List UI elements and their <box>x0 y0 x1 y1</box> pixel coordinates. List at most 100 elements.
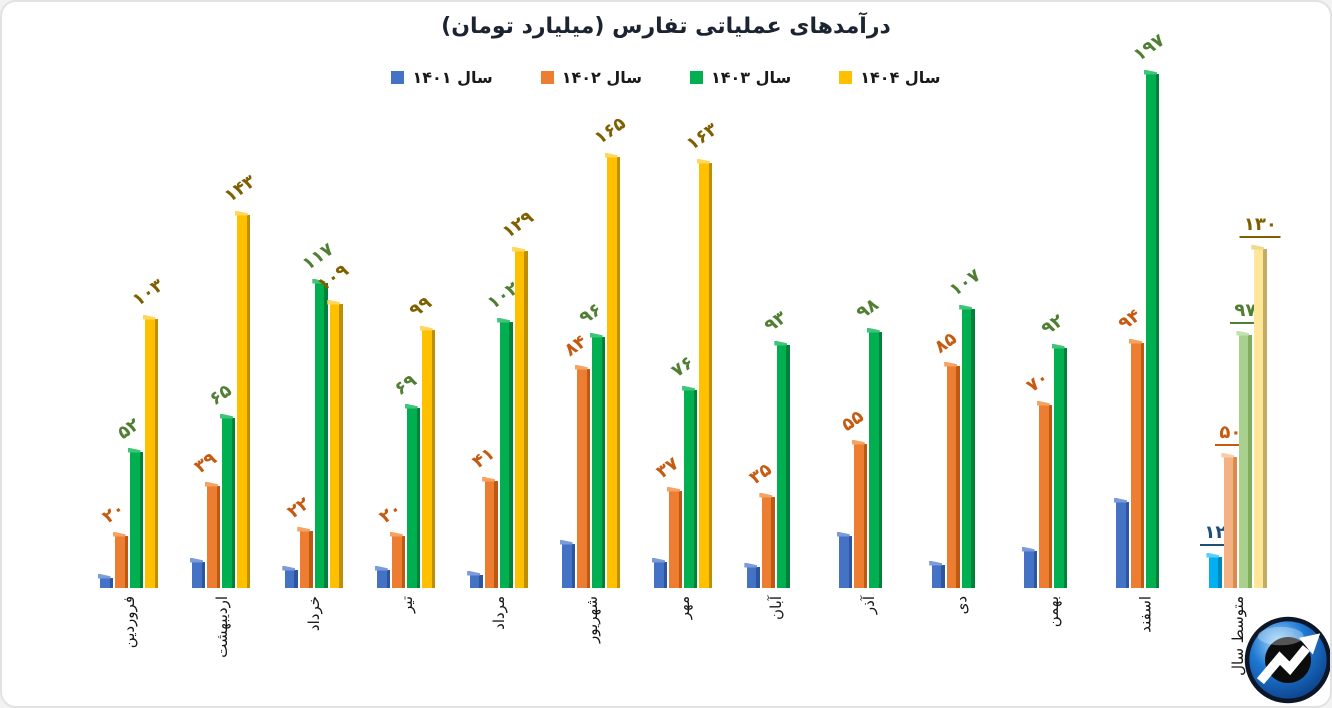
brand-logo <box>1244 616 1330 704</box>
bar: ۱۱۷ <box>298 239 337 588</box>
logo-arrowhead-icon <box>1299 633 1321 655</box>
bar <box>100 578 113 588</box>
legend-item: سال ۱۴۰۱ <box>391 68 493 87</box>
bar <box>839 536 853 588</box>
bar-slot: ۱۹۷ <box>1130 30 1169 588</box>
bar: ۱۳۰ <box>1239 216 1281 588</box>
bar: ۱۹۷ <box>1130 30 1169 588</box>
bar-group: ۱۲ ۵۰ ۹۷ ۱۳۰ متوسط سال <box>1200 62 1281 676</box>
category-label: آذر <box>859 596 878 615</box>
bar-value-label: ۹۷ <box>1230 302 1261 324</box>
bar: ۶۹ <box>391 370 421 588</box>
bar-slot <box>839 62 853 588</box>
legend-item: سال ۱۴۰۳ <box>690 68 791 87</box>
bar <box>469 575 483 588</box>
bar: ۵۵ <box>838 406 868 588</box>
bar-slot: ۳۵ <box>745 62 776 588</box>
legend-item: سال ۱۴۰۲ <box>540 68 642 87</box>
bar-slot: ۱۶۵ <box>591 62 630 588</box>
bar-slot <box>100 62 114 588</box>
bar-slot <box>377 62 391 588</box>
logo-trend-arrow-icon <box>1256 645 1310 685</box>
bar: ۲۰ <box>99 498 129 588</box>
chart-title: درآمدهای عملیاتی تفارس (میلیارد تومان) <box>441 14 891 39</box>
bar-group: ۸۴ ۹۶ ۱۶۵ شهریور <box>561 62 630 643</box>
bar: ۹۳ <box>760 307 790 588</box>
bar: ۹۹ <box>406 292 436 588</box>
legend-label: سال ۱۴۰۲ <box>561 68 642 87</box>
bar-slot: ۶۵ <box>206 62 236 588</box>
bar-slot <box>792 62 806 588</box>
category-label: بهمن <box>1044 596 1063 628</box>
bar-slot <box>192 62 206 588</box>
bar: ۱۶۳ <box>683 119 722 588</box>
bar-slot: ۲۰ <box>376 62 406 588</box>
category-label: خرداد <box>305 596 324 632</box>
bar: ۷۰ <box>1023 367 1053 588</box>
bar-slot: ۱۲ <box>1200 62 1231 588</box>
bar-group: ۷۰ ۹۲ بهمن <box>1023 62 1083 627</box>
bar-slot <box>654 62 668 588</box>
bar-slot: ۵۰ <box>1215 62 1246 588</box>
legend: سال ۱۴۰۱ سال ۱۴۰۲ سال ۱۴۰۳ سال ۱۴۰۴ <box>2 68 1330 87</box>
bar-group: ۳۷ ۷۶ ۱۶۳ مهر <box>653 62 722 620</box>
category-label: تیر <box>397 596 416 613</box>
bar-slot: ۸۴ <box>561 62 591 588</box>
legend-swatch <box>540 71 554 84</box>
bar: ۱۶۵ <box>591 113 630 588</box>
bar-group: ۵۵ ۹۸ آذر <box>838 62 898 614</box>
bar-slot <box>746 62 761 588</box>
bar-slot: ۲۲ <box>283 62 314 588</box>
bar-slot: ۱۶۳ <box>683 62 722 588</box>
bar: ۱۲۹ <box>498 207 537 588</box>
bar <box>746 567 760 588</box>
category-label: دی <box>952 596 971 615</box>
bar-slot: ۷۰ <box>1023 62 1053 588</box>
legend-swatch <box>839 71 853 84</box>
bar: ۴۱ <box>468 443 498 588</box>
bar-group: ۲۰ ۵۲ ۱۰۳ فروردین <box>99 62 168 649</box>
bar-slot: ۹۹ <box>406 62 436 588</box>
bar-slot <box>1024 62 1038 588</box>
bar-group: ۸۵ ۱۰۷ دی <box>930 62 991 615</box>
category-label: مرداد <box>490 596 509 630</box>
bar <box>192 562 206 588</box>
bar-slot: ۳۹ <box>191 62 221 588</box>
bar: ۳۵ <box>745 459 775 588</box>
bar-slot <box>469 62 484 588</box>
bar <box>562 544 576 588</box>
category-label: اسفند <box>1136 596 1155 633</box>
bar: ۳۷ <box>653 453 683 588</box>
bar: ۹۷ <box>1230 302 1261 588</box>
bar-slot: ۱۳۰ <box>1239 62 1281 588</box>
category-label: فروردین <box>120 596 139 649</box>
bar: ۹۸ <box>853 294 883 588</box>
bar <box>1024 551 1038 588</box>
bar-slot <box>977 62 991 588</box>
legend-label: سال ۱۴۰۳ <box>711 68 792 87</box>
bar-slot: ۴۱ <box>468 62 499 588</box>
bar-slot <box>1161 62 1175 588</box>
bar: ۹۲ <box>1038 310 1068 588</box>
bar-group: ۲۲ ۱۱۷ ۱۰۹ خرداد <box>283 62 352 631</box>
bar-slot <box>931 62 946 588</box>
bar-group: ۹۴ ۱۹۷ اسفند <box>1115 30 1175 633</box>
category-label: شهریور <box>582 596 601 643</box>
bar: ۲۰ <box>376 498 406 588</box>
bar: ۱۰۹ <box>313 260 352 588</box>
bar-slot <box>884 62 898 588</box>
bar-slot <box>1116 62 1130 588</box>
bar: ۱۰۷ <box>945 265 984 588</box>
bar: ۸۴ <box>561 331 591 588</box>
bar: ۱۲ <box>1200 524 1231 588</box>
bar <box>654 562 668 588</box>
bar: ۱۰۳ <box>129 275 168 588</box>
category-label: مهر <box>674 596 693 620</box>
legend-item: سال ۱۴۰۴ <box>839 68 941 87</box>
bar-group: ۳۵ ۹۳ آبان <box>745 62 806 620</box>
bar-slot: ۶۹ <box>391 62 421 588</box>
bar-value-label: ۱۲ <box>1200 524 1231 546</box>
category-label: آبان <box>767 596 786 620</box>
bar-slot: ۹۳ <box>760 62 791 588</box>
